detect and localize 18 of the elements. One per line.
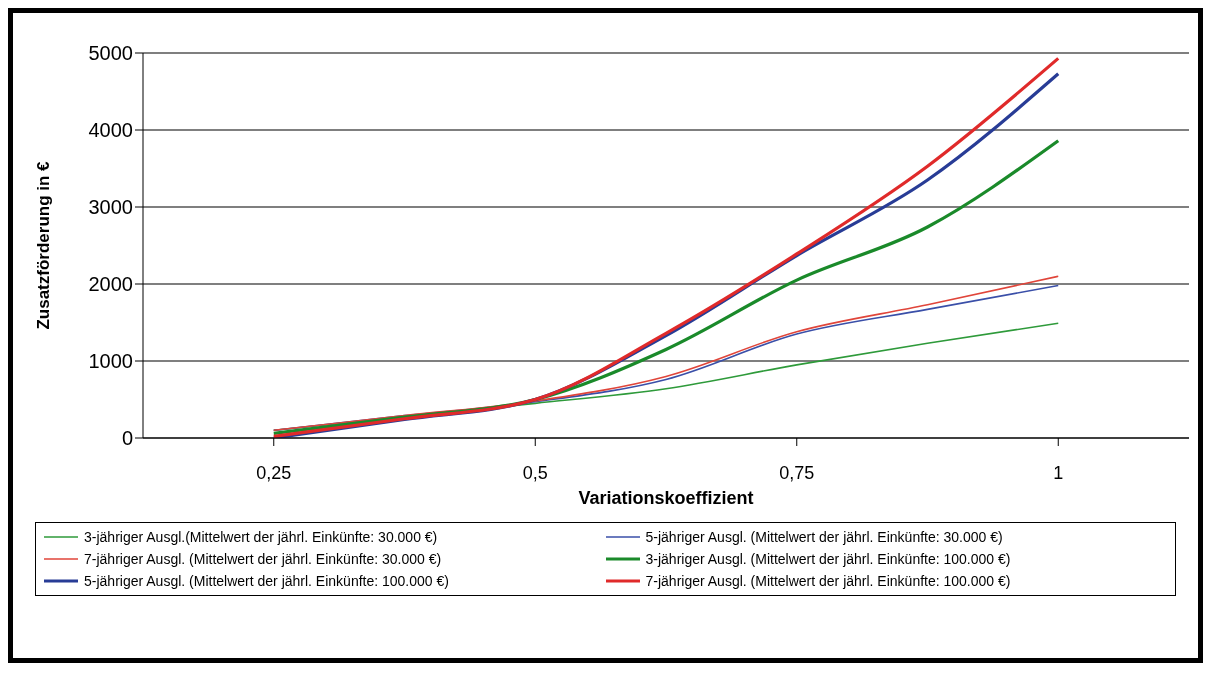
x-tick-label: 0,75 — [779, 462, 815, 483]
legend-label: 3-jähriger Ausgl. (Mittelwert der jährl. Einkünfte: 100.000 €) — [645, 551, 1011, 567]
x-axis-title: Variationskoeffizient — [578, 488, 754, 508]
y-axis-title: Zusatzförderung in € — [34, 160, 54, 330]
y-tick-label: 0 — [121, 427, 133, 450]
y-tick-label: 1000 — [88, 350, 133, 373]
y-tick-label: 2000 — [88, 273, 133, 296]
legend-label: 7-jähriger Ausgl. (Mittelwert der jährl. Einkünfte: 30.000 €) — [84, 551, 442, 567]
x-tick-label: 1 — [1053, 462, 1064, 483]
y-tick-label: 5000 — [88, 42, 133, 65]
x-tick-label: 0,25 — [256, 462, 292, 483]
legend-label: 3-jähriger Ausgl.(Mittelwert der jährl. Einkünfte: 30.000 €) — [84, 529, 438, 545]
x-tick-label: 0,5 — [522, 462, 548, 483]
legend-label: 5-jähriger Ausgl. (Mittelwert der jährl. Einkünfte: 30.000 €) — [645, 529, 1003, 545]
legend-label: 5-jähriger Ausgl. (Mittelwert der jährl. Einkünfte: 100.000 €) — [84, 573, 449, 589]
y-tick-label: 4000 — [88, 119, 133, 142]
legend-label: 7-jähriger Ausgl. (Mittelwert der jährl. Einkünfte: 100.000 €) — [645, 573, 1011, 589]
y-tick-label: 3000 — [88, 196, 133, 219]
